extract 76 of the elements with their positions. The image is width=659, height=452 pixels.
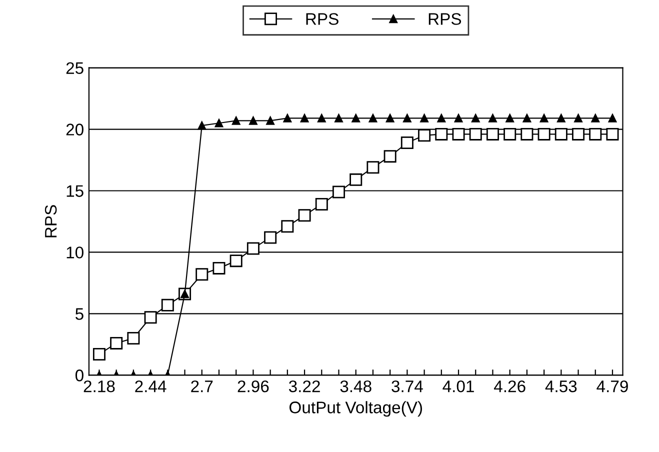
point (386, 114, 394, 122)
point (127, 332, 140, 345)
x-tick-label: 4.01 (442, 380, 474, 392)
point (352, 114, 360, 122)
point (230, 254, 242, 268)
x-tick-label: 2.44 (135, 380, 166, 392)
point (454, 114, 463, 122)
point (452, 128, 465, 140)
point (298, 209, 311, 222)
point (281, 220, 294, 233)
point (246, 242, 260, 255)
point (486, 128, 499, 140)
point (572, 128, 585, 140)
point (591, 114, 600, 122)
point (556, 114, 566, 122)
x-tick-label: 4.53 (545, 380, 577, 392)
point (403, 114, 412, 122)
point (368, 114, 378, 122)
x-tick-label: 2.96 (238, 380, 269, 392)
point (540, 114, 548, 122)
point (554, 128, 568, 140)
point (471, 114, 480, 122)
point (196, 268, 208, 281)
point (334, 114, 343, 122)
point (283, 114, 292, 122)
legend-label: RPS (306, 13, 338, 25)
point (266, 116, 274, 125)
y-tick-label: 5 (76, 308, 84, 320)
point (315, 198, 328, 211)
x-tick-label: 3.22 (288, 380, 320, 392)
point (300, 114, 309, 122)
point (232, 116, 240, 125)
point (469, 128, 482, 140)
x-tick-label: 3.74 (392, 380, 423, 392)
y-tick-label: 20 (66, 124, 84, 136)
point (608, 114, 617, 122)
x-tick-label: 3.48 (340, 380, 372, 392)
point (589, 128, 602, 140)
point (435, 128, 448, 140)
point (264, 231, 277, 244)
y-tick-label: 15 (66, 185, 84, 197)
x-tick-label: 4.26 (494, 380, 526, 392)
point (144, 311, 157, 324)
point (214, 118, 224, 128)
point (506, 114, 514, 122)
y-axis-title: RPS (44, 205, 57, 238)
point (522, 114, 532, 122)
point (574, 114, 582, 122)
point (538, 128, 550, 140)
y-tick-label: 10 (66, 246, 84, 258)
point (332, 186, 345, 198)
point (418, 129, 431, 142)
x-axis-title: OutPut Voltage(V) (289, 401, 422, 417)
point (249, 116, 258, 125)
y-tick-label: 0 (75, 370, 84, 382)
point (198, 121, 206, 130)
point (488, 114, 497, 122)
point (317, 114, 326, 122)
point (161, 298, 174, 312)
point (606, 128, 619, 140)
legend-label: RPS (428, 13, 462, 25)
point (366, 161, 380, 174)
y-tick-label: 25 (66, 62, 84, 74)
point (437, 114, 446, 122)
x-tick-label: 4.79 (596, 380, 628, 392)
point (92, 348, 106, 361)
x-tick-label: 2.7 (191, 380, 213, 392)
point (520, 128, 534, 140)
point (384, 150, 396, 163)
point (400, 136, 414, 150)
point (110, 336, 123, 350)
x-tick-label: 2.18 (84, 380, 115, 392)
point (212, 262, 226, 274)
point (504, 128, 516, 140)
point (350, 173, 362, 186)
point (420, 114, 428, 122)
